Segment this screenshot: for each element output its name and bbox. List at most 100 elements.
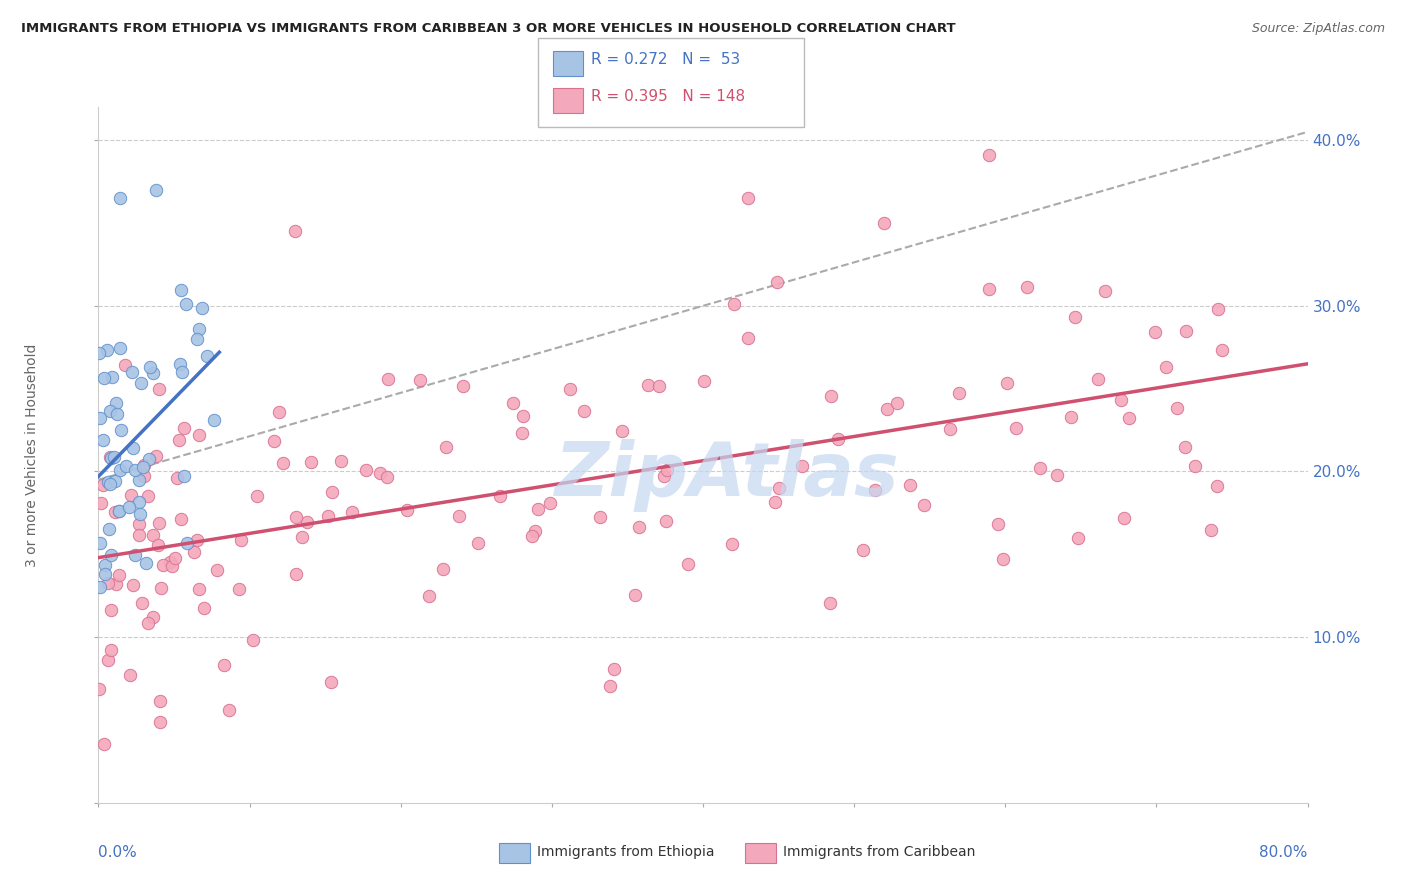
Point [1211, 343, 1233, 357]
Point [146, 538, 169, 552]
Point [291, 530, 314, 544]
Point [104, 576, 127, 591]
Text: 3 or more Vehicles in Household: 3 or more Vehicles in Household [25, 343, 39, 566]
Point [721, 536, 744, 550]
Point [948, 386, 970, 401]
Point [170, 511, 193, 525]
Point [818, 596, 841, 610]
Point [655, 514, 678, 528]
Point [863, 483, 886, 497]
Point [110, 423, 132, 437]
Point [1029, 460, 1052, 475]
Text: Immigrants from Caribbean: Immigrants from Caribbean [783, 845, 976, 859]
Point [979, 148, 1001, 162]
Point [131, 596, 153, 610]
Point [295, 516, 318, 530]
Point [395, 503, 418, 517]
Point [108, 504, 131, 518]
Point [1143, 325, 1166, 339]
Point [97, 576, 120, 591]
Point [285, 567, 308, 582]
Point [96, 343, 118, 357]
Point [737, 191, 759, 205]
Point [132, 459, 155, 474]
Point [1112, 510, 1135, 524]
Point [852, 543, 875, 558]
Point [120, 487, 142, 501]
Point [169, 357, 191, 371]
Point [418, 589, 440, 603]
Point [187, 428, 209, 442]
Point [100, 548, 122, 562]
Point [1063, 310, 1085, 325]
Point [105, 396, 128, 410]
Point [1184, 459, 1206, 474]
Point [108, 504, 131, 518]
Point [512, 409, 534, 423]
Point [1067, 532, 1090, 546]
Point [176, 536, 198, 550]
Point [93, 737, 115, 751]
Point [193, 601, 215, 615]
Point [183, 545, 205, 559]
Point [124, 463, 146, 477]
Point [93, 558, 115, 572]
Point [692, 374, 714, 388]
Point [768, 481, 790, 495]
Text: Source: ZipAtlas.com: Source: ZipAtlas.com [1251, 22, 1385, 36]
Point [159, 555, 181, 569]
Point [520, 529, 543, 543]
Point [977, 282, 1000, 296]
Point [637, 378, 659, 392]
Point [1109, 392, 1132, 407]
Point [766, 276, 789, 290]
Point [145, 183, 167, 197]
Point [409, 373, 432, 387]
Point [284, 224, 307, 238]
Point [212, 658, 235, 673]
Point [939, 422, 962, 436]
Point [589, 509, 612, 524]
Point [912, 498, 935, 512]
Point [118, 500, 141, 515]
Point [246, 489, 269, 503]
Point [627, 519, 650, 533]
Point [342, 504, 364, 518]
Point [873, 216, 896, 230]
Text: IMMIGRANTS FROM ETHIOPIA VS IMMIGRANTS FROM CARIBBEAN 3 OR MORE VEHICLES IN HOUS: IMMIGRANTS FROM ETHIOPIA VS IMMIGRANTS F… [21, 22, 956, 36]
Point [136, 489, 159, 503]
Point [447, 508, 470, 523]
Point [174, 297, 197, 311]
Point [148, 383, 170, 397]
Point [269, 404, 291, 418]
Point [145, 449, 167, 463]
Point [115, 458, 138, 473]
Point [103, 450, 125, 465]
Point [128, 494, 150, 508]
Point [228, 582, 250, 596]
Point [98, 477, 121, 491]
Point [1060, 409, 1083, 424]
Point [436, 440, 458, 454]
Point [132, 458, 155, 472]
Point [148, 516, 170, 530]
Text: Immigrants from Ethiopia: Immigrants from Ethiopia [537, 845, 714, 859]
Point [108, 568, 131, 582]
Point [205, 564, 228, 578]
Point [173, 469, 195, 483]
Point [510, 426, 533, 441]
Point [91, 478, 114, 492]
Point [202, 413, 225, 427]
Point [104, 475, 127, 489]
Point [142, 528, 165, 542]
Point [128, 508, 150, 522]
Point [139, 359, 162, 374]
Point [195, 349, 218, 363]
Point [330, 454, 353, 468]
Point [560, 382, 582, 396]
Point [149, 694, 172, 708]
Point [187, 322, 209, 336]
Point [1118, 410, 1140, 425]
Point [87, 345, 110, 359]
Point [229, 533, 252, 547]
